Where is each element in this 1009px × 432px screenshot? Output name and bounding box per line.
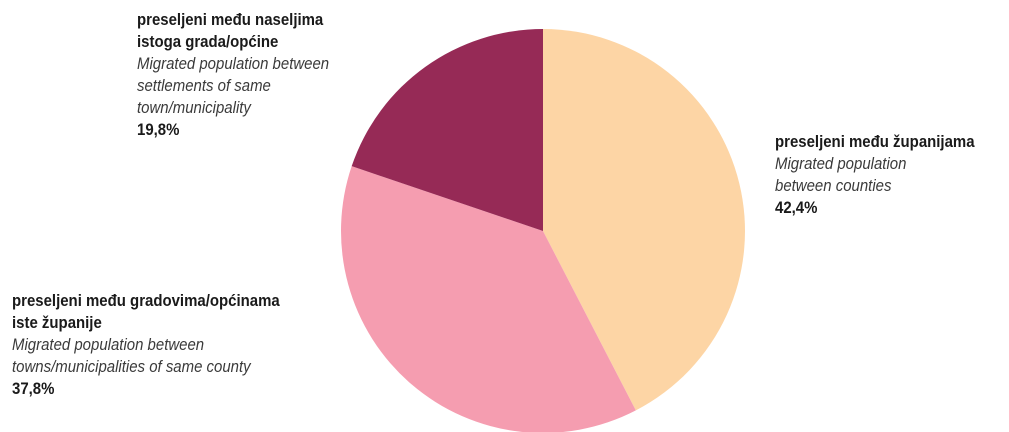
label-en-line: between counties (775, 176, 892, 195)
slice-label-counties: preseljeni među županijama Migrated popu… (775, 131, 1002, 219)
pie-slice-between-towns (341, 166, 636, 432)
slice-value-label: 19,8% (137, 120, 180, 139)
label-en-line: town/municipality (137, 98, 251, 117)
label-hr-line: preseljeni među gradovima/općinama (12, 291, 280, 310)
slice-label-towns: preseljeni među gradovima/općinama iste … (12, 290, 316, 400)
label-en-line: towns/municipalities of same county (12, 357, 251, 376)
slice-label-settlements: preseljeni među naseljima istoga grada/o… (137, 9, 355, 141)
pie-slice-between-counties (543, 29, 745, 411)
label-en-line: Migrated population (775, 154, 907, 173)
label-en-line: Migrated population between (137, 54, 330, 73)
label-hr-line: preseljeni među županijama (775, 132, 975, 151)
label-hr-line: istoga grada/općine (137, 32, 279, 51)
slice-value-label: 42,4% (775, 198, 818, 217)
label-hr-line: iste županije (12, 313, 102, 332)
label-en-line: settlements of same (137, 76, 271, 95)
slice-value-label: 37,8% (12, 379, 55, 398)
pie-slice-between-settlements (351, 29, 543, 231)
label-en-line: Migrated population between (12, 335, 205, 354)
label-hr-line: preseljeni među naseljima (137, 10, 324, 29)
